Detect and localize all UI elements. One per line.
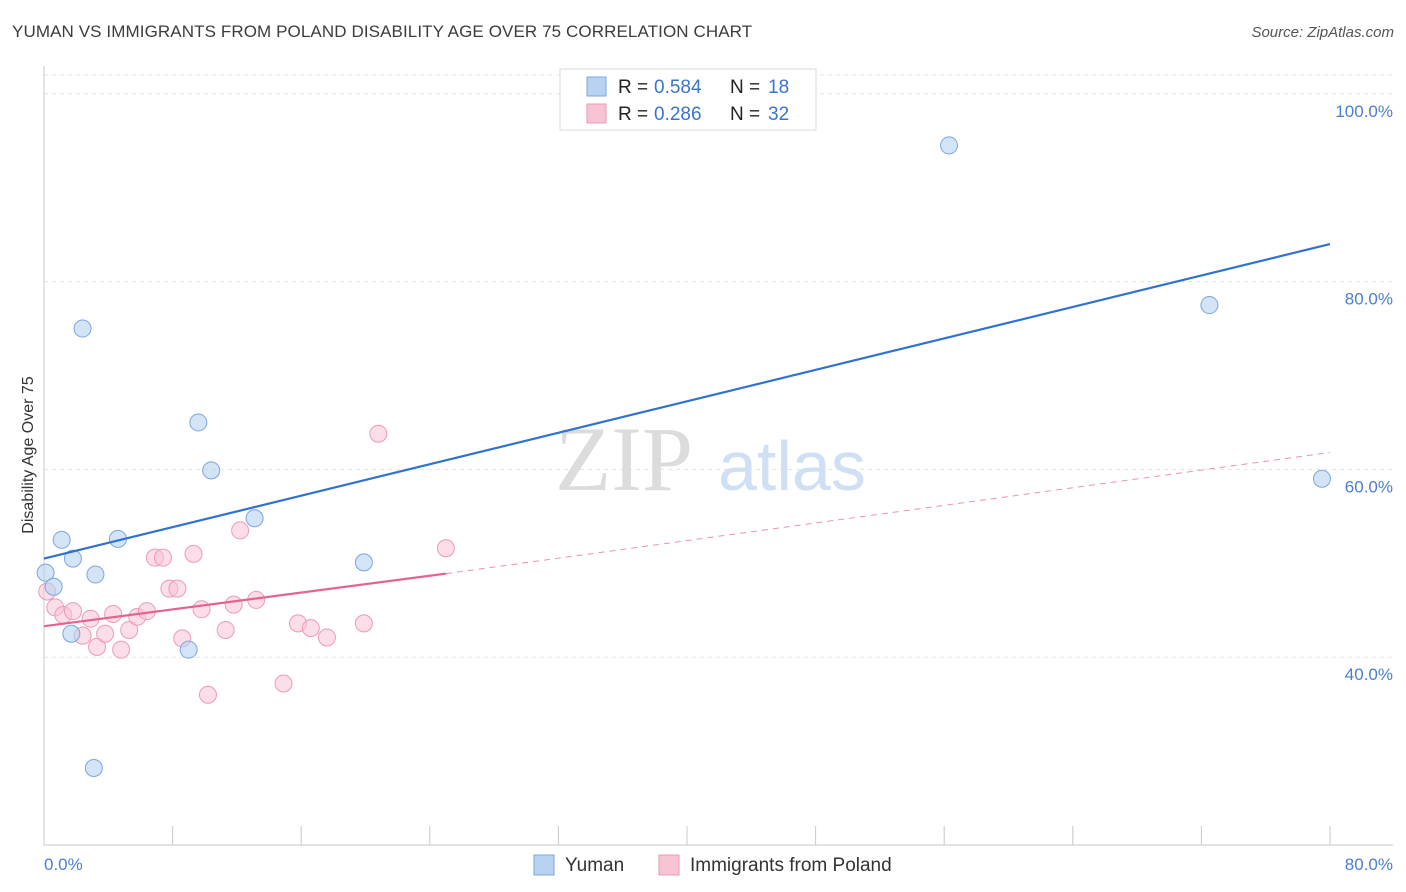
- bottom-legend-label-poland: Immigrants from Poland: [690, 855, 892, 876]
- scatter-points: [36, 80, 1331, 777]
- legend-n-label-yuman: N =: [730, 77, 760, 98]
- data-point-poland: [301, 619, 320, 638]
- y-tick-label: 40.0%: [1345, 665, 1393, 684]
- data-point-poland: [369, 424, 388, 443]
- data-point-poland: [317, 628, 336, 647]
- data-point-yuman: [1200, 296, 1219, 315]
- data-point-poland: [436, 539, 455, 558]
- bottom-legend-label-yuman: Yuman: [565, 855, 624, 876]
- data-point-yuman: [1312, 469, 1331, 488]
- legend-r-value-yuman: 0.584: [654, 77, 702, 98]
- trend-lines: [445, 451, 1331, 575]
- data-point-yuman: [52, 530, 71, 549]
- data-point-yuman: [245, 509, 264, 528]
- y-tick-labels: 40.0% 60.0% 80.0% 100.0%: [1335, 102, 1393, 684]
- data-point-poland: [96, 624, 115, 643]
- data-point-yuman: [63, 549, 82, 568]
- data-point-poland: [63, 602, 82, 621]
- data-point-poland: [120, 620, 139, 639]
- y-tick-label: 100.0%: [1335, 102, 1393, 121]
- legend-r-value-poland: 0.286: [654, 104, 702, 125]
- legend-n-value-poland: 32: [768, 104, 789, 125]
- data-point-yuman: [86, 565, 105, 584]
- legend-n-value-yuman: 18: [768, 77, 789, 98]
- trend-line-poland-extension: [445, 451, 1331, 575]
- series-legend: Yuman Immigrants from Poland: [533, 854, 892, 876]
- bottom-legend-swatch-poland: [658, 854, 680, 876]
- axes: [43, 66, 1393, 846]
- y-axis-label: Disability Age Over 75: [20, 376, 37, 534]
- source-label: Source: ZipAtlas.com: [1251, 24, 1394, 41]
- legend-swatch-poland: [586, 103, 607, 124]
- data-point-poland: [354, 614, 373, 633]
- legend-swatch-yuman: [586, 76, 607, 97]
- data-point-yuman: [940, 136, 959, 155]
- data-point-poland: [216, 620, 235, 639]
- bottom-legend-swatch-yuman: [533, 854, 555, 876]
- data-point-poland: [192, 600, 211, 619]
- data-point-yuman: [36, 563, 55, 582]
- data-point-poland: [224, 595, 243, 614]
- data-point-poland: [198, 685, 217, 704]
- data-point-poland: [231, 521, 250, 540]
- data-point-poland: [168, 579, 187, 598]
- y-tick-label: 60.0%: [1345, 477, 1393, 496]
- trend-line-yuman: [43, 242, 1331, 560]
- legend-n-label-poland: N =: [730, 104, 760, 125]
- legend-r-label-yuman: R =: [618, 77, 648, 98]
- watermark-zip: ZIP: [555, 408, 693, 510]
- data-point-poland: [88, 637, 107, 656]
- data-point-yuman: [179, 640, 198, 659]
- chart-title: YUMAN VS IMMIGRANTS FROM POLAND DISABILI…: [12, 22, 753, 41]
- data-point-yuman: [84, 759, 103, 777]
- x-tick-label-max: 80.0%: [1345, 855, 1393, 874]
- grid-lines: [44, 74, 1393, 658]
- data-point-poland: [274, 674, 293, 693]
- watermark-atlas: atlas: [718, 427, 866, 505]
- data-point-poland: [112, 640, 131, 659]
- data-point-yuman: [189, 413, 208, 432]
- trend-line-poland: [43, 572, 447, 628]
- legend-r-label-poland: R =: [618, 104, 648, 125]
- data-point-yuman: [202, 461, 221, 480]
- data-point-yuman: [44, 577, 63, 596]
- stats-legend: R = 0.584 N = 18 R = 0.286 N = 32: [559, 68, 817, 131]
- data-point-yuman: [62, 624, 81, 643]
- data-point-yuman: [73, 319, 92, 338]
- data-point-poland: [184, 544, 203, 563]
- x-tick-label-min: 0.0%: [44, 855, 83, 874]
- data-point-poland: [104, 605, 123, 623]
- data-point-yuman: [354, 553, 373, 572]
- y-tick-label: 80.0%: [1345, 290, 1393, 309]
- data-point-poland: [153, 548, 172, 567]
